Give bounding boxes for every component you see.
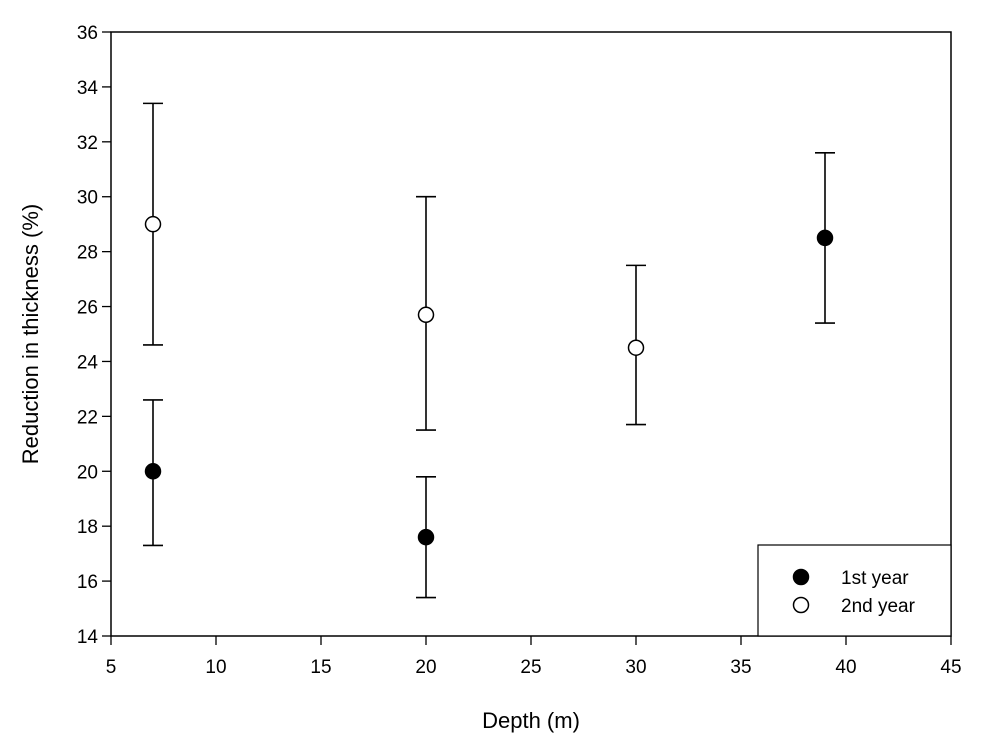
y-axis-title: Reduction in thickness (%) [18, 204, 43, 464]
y-tick-label: 34 [77, 78, 99, 99]
x-tick-label: 40 [835, 657, 856, 678]
y-tick-label: 18 [77, 517, 98, 538]
x-tick-label: 25 [520, 657, 541, 678]
x-tick-label: 20 [415, 657, 436, 678]
y-tick-label: 28 [77, 243, 98, 264]
legend-marker [792, 596, 810, 614]
y-tick-label: 22 [77, 407, 98, 428]
data-point-1st-year [144, 463, 162, 480]
x-tick-label: 35 [730, 657, 751, 678]
y-tick-label: 24 [77, 352, 99, 373]
legend-label: 2nd year [841, 596, 916, 617]
x-tick-label: 15 [310, 657, 331, 678]
series-layer [143, 102, 835, 599]
legend: 1st year 2nd year [757, 544, 952, 637]
legend-label: 1st year [841, 568, 909, 589]
data-point-2nd-year [627, 339, 645, 356]
data-point-1st-year [417, 528, 435, 546]
data-point-1st-year [816, 229, 834, 247]
y-tick-label: 32 [77, 133, 98, 154]
data-point-2nd-year [144, 215, 162, 233]
y-tick-label: 20 [77, 462, 98, 483]
y-tick-label: 26 [77, 298, 98, 319]
x-tick-label: 10 [205, 657, 226, 678]
y-tick-label: 36 [77, 23, 98, 44]
x-tick-label: 5 [106, 657, 117, 678]
x-axis-title: Depth (m) [482, 708, 580, 733]
x-tick-label: 30 [625, 657, 646, 678]
legend-marker [792, 568, 810, 586]
y-tick-label: 30 [77, 188, 98, 209]
y-tick-label: 16 [77, 572, 98, 593]
x-tick-label: 45 [940, 657, 961, 678]
data-point-2nd-year [417, 306, 435, 324]
legend-box [757, 544, 952, 637]
x-axis-ticks: 5 10 15 20 25 30 35 40 45 [106, 636, 962, 678]
y-tick-label: 14 [77, 627, 99, 648]
y-axis-ticks: 14 16 18 20 22 24 26 28 30 32 34 36 [77, 23, 111, 648]
